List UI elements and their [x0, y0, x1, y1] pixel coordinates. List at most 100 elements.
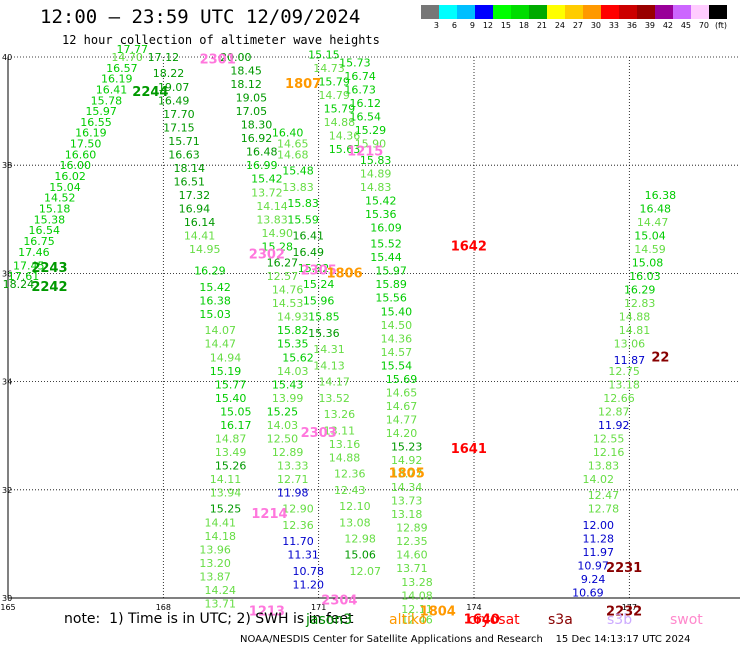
wave-height-point: 15.43: [272, 378, 304, 391]
wave-height-point: 13.28: [401, 576, 433, 589]
wave-height-point: 15.28: [261, 240, 293, 253]
pass-time-label: 1642: [451, 239, 487, 254]
wave-height-point: 14.07: [205, 324, 237, 337]
wave-height-point: 19.07: [158, 81, 190, 94]
page-subtitle: 12 hour collection of altimeter wave hei…: [62, 33, 380, 47]
wave-height-point: 15.25: [210, 503, 242, 516]
pass-time-label: 1805: [389, 467, 425, 482]
pass-time-label: 22: [651, 350, 669, 365]
wave-height-point: 14.53: [272, 297, 304, 310]
pass-time-label: 1640: [464, 613, 500, 628]
wave-height-point: 13.20: [199, 557, 231, 570]
wave-height-point: 15.26: [215, 459, 247, 472]
wave-height-point: 13.33: [277, 459, 309, 472]
wave-height-point: 16.49: [158, 94, 190, 107]
colorbar-swatch: [457, 5, 475, 19]
wave-height-point: 15.36: [308, 327, 340, 340]
wave-height-point: 16.41: [96, 83, 128, 96]
pass-time-label: 1213: [249, 605, 285, 620]
colorbar-swatch: [421, 5, 439, 19]
wave-height-point: 17.50: [70, 138, 102, 151]
wave-height-point: 14.60: [396, 549, 428, 562]
wave-height-point: 12.36: [282, 519, 314, 532]
x-tick-label: 165: [0, 603, 15, 612]
colorbar-legend: 3 6 9 12 15 18 21 24 27 30 33 36 39 42 45 70 (ft): [421, 5, 727, 30]
wave-height-point: 11.97: [583, 546, 615, 559]
wave-height-point: 10.69: [572, 587, 604, 600]
wave-height-point: 13.08: [339, 516, 371, 529]
wave-height-point: 16.99: [246, 159, 278, 172]
wave-height-point: 13.18: [391, 508, 423, 521]
wave-height-point: 12.57: [267, 270, 299, 283]
satellite-legend-item: altiko: [389, 612, 428, 628]
wave-height-point: 14.65: [386, 386, 418, 399]
colorbar-label: 70: [698, 21, 709, 30]
wave-height-point: 14.02: [583, 473, 615, 486]
satellite-legend-item: swot: [670, 612, 703, 628]
wave-height-point: 15.06: [344, 549, 376, 562]
wave-height-point: 14.31: [313, 343, 345, 356]
wave-height-point: 14.87: [215, 432, 247, 445]
colorbar-swatch: [511, 5, 529, 19]
colorbar-swatch: [709, 5, 727, 19]
wave-height-point: 16.38: [645, 189, 677, 202]
wave-height-point: 15.97: [85, 105, 117, 118]
wave-height-point: 16.94: [179, 202, 211, 215]
wave-height-point: 15.82: [277, 324, 309, 337]
wave-height-point: 11.70: [282, 535, 314, 548]
wave-height-point: 14.24: [205, 584, 237, 597]
wave-height-point: 15.92: [298, 262, 330, 275]
x-tick-label: 177: [622, 603, 637, 612]
wave-height-point: 18.45: [230, 65, 262, 78]
wave-height-point: 15.71: [168, 135, 200, 148]
wave-height-point: 10.97: [577, 560, 609, 573]
wave-height-point: 15.52: [370, 238, 402, 251]
wave-height-point: 14.47: [637, 216, 669, 229]
pass-time-label: 2305: [301, 264, 337, 279]
pass-time-label: 1804: [420, 605, 456, 620]
wave-height-point: 13.26: [324, 408, 356, 421]
wave-height-point: 13.83: [256, 213, 288, 226]
colorbar-label: 21: [536, 21, 547, 30]
pass-time-label: 2244: [132, 85, 168, 100]
wave-height-point: 15.05: [220, 405, 252, 418]
wave-height-point: 16.38: [199, 294, 231, 307]
wave-height-point: 17.05: [236, 105, 268, 118]
wave-height-point: 14.88: [619, 311, 651, 324]
y-tick-label: 40: [2, 53, 12, 62]
wave-height-point: 15.85: [308, 311, 340, 324]
wave-height-point: 17.70: [163, 108, 195, 121]
wave-height-point: 15.83: [360, 154, 392, 167]
wave-height-point: 13.96: [199, 543, 231, 556]
wave-height-point: 14.52: [44, 192, 76, 205]
wave-height-point: 18.14: [173, 162, 205, 175]
wave-height-point: 16.60: [65, 148, 97, 161]
wave-height-point: 11.31: [287, 549, 319, 562]
wave-height-point: 13.18: [608, 378, 640, 391]
wave-height-point: 14.57: [381, 346, 413, 359]
wave-height-point: 12.87: [598, 405, 630, 418]
wave-height-point: 11.98: [277, 487, 309, 500]
wave-height-point: 16.09: [370, 221, 402, 234]
wave-height-point: 15.63: [329, 143, 361, 156]
wave-height-point: 15.08: [632, 257, 664, 270]
wave-height-point: 18.30: [241, 119, 273, 132]
pass-time-label: 1806: [326, 266, 362, 281]
wave-height-point: 13.72: [251, 186, 283, 199]
wave-height-point: 11.28: [583, 532, 615, 545]
wave-height-point: 16.74: [344, 70, 376, 83]
wave-height-point: 14.20: [386, 427, 418, 440]
wave-height-point: 15.79: [318, 75, 350, 88]
wave-height-point: 14.03: [267, 419, 299, 432]
wave-height-point: 15.78: [91, 94, 123, 107]
y-tick-label: 34: [2, 378, 12, 387]
wave-height-point: 12.50: [267, 432, 299, 445]
wave-height-point: 14.90: [261, 227, 293, 240]
wave-height-point: 13.06: [614, 338, 646, 351]
wave-height-point: 15.59: [287, 213, 319, 226]
wave-height-point: 15.04: [634, 230, 666, 243]
wave-height-point: 12.75: [608, 365, 640, 378]
wave-height-point: 17.46: [18, 246, 50, 259]
y-tick-label: 38: [2, 161, 12, 170]
wave-height-point: 15.56: [375, 292, 407, 305]
